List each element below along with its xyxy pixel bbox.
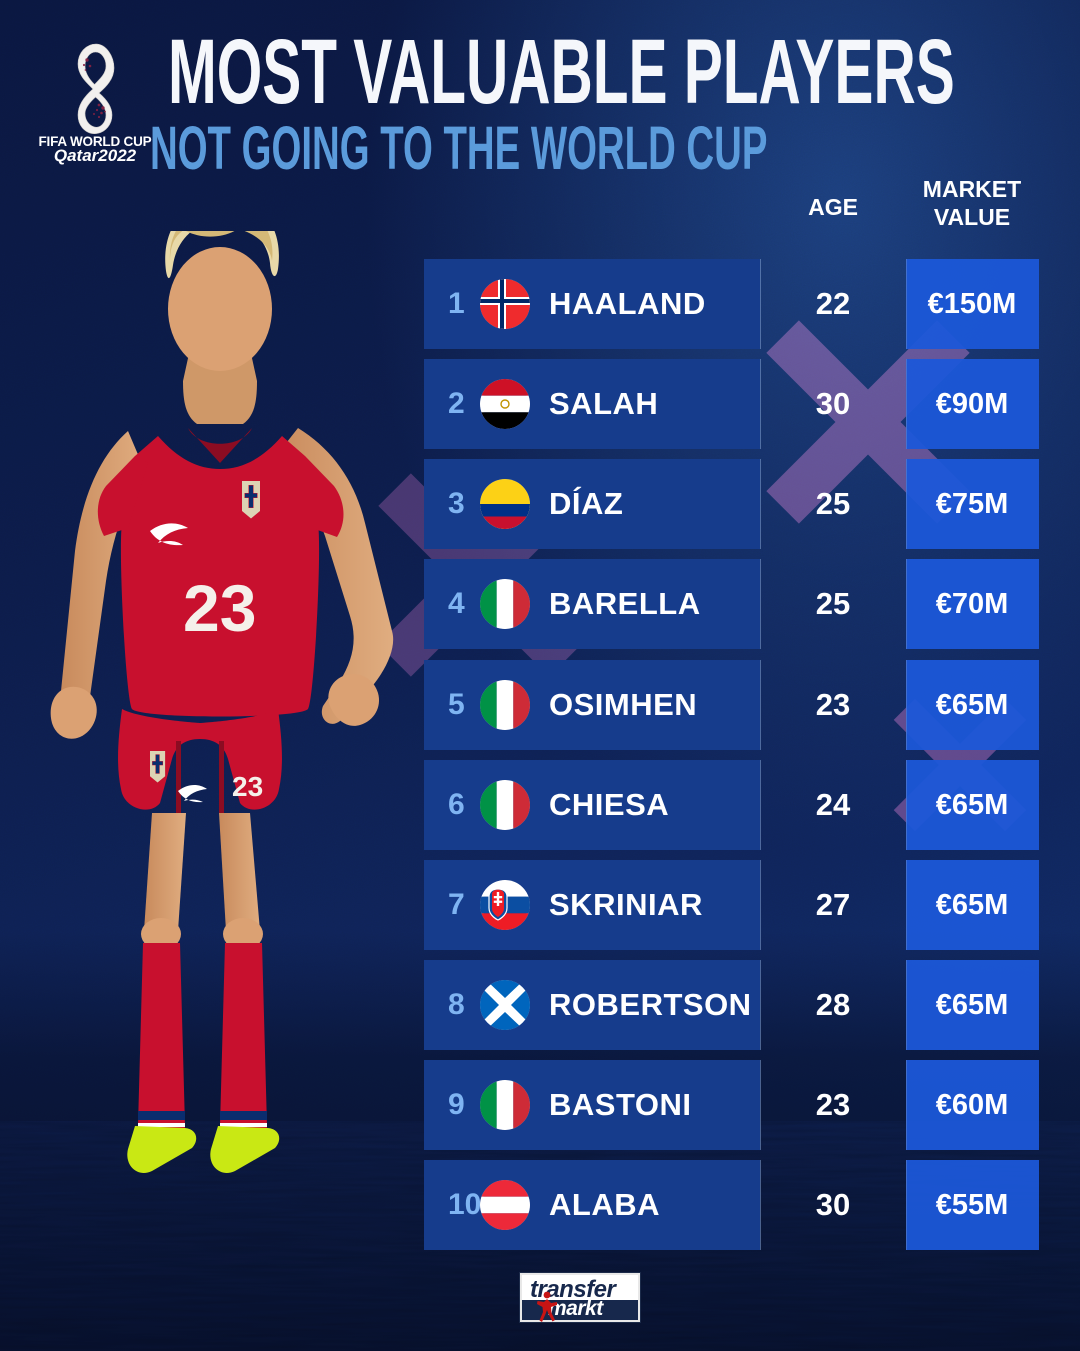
svg-text:23: 23 bbox=[232, 771, 263, 802]
svg-text:23: 23 bbox=[183, 571, 256, 645]
